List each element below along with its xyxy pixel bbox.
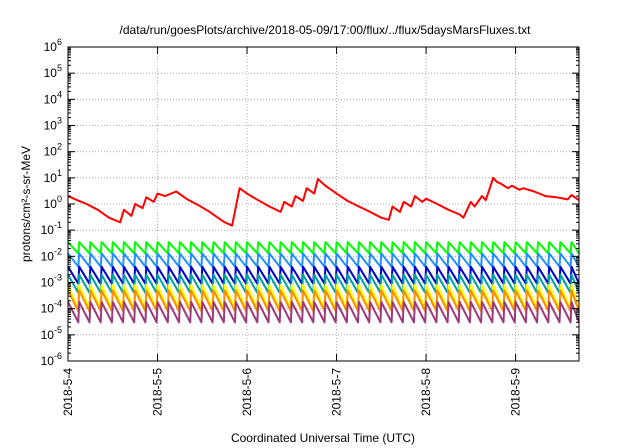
x-tick-label: 2018-5-8 xyxy=(419,368,433,416)
y-tick-label: 10-6 xyxy=(41,351,62,368)
y-tick-label: 104 xyxy=(44,89,62,106)
x-axis-ticks: 2018-5-4 2018-5-5 2018-5-6 2018-5-7 2018-5-8… xyxy=(61,47,523,416)
y-tick-label: 105 xyxy=(44,63,62,80)
y-tick-label: 103 xyxy=(44,116,62,133)
y-tick-label: 10-5 xyxy=(41,325,62,342)
y-axis-ticks: 106 105 104 103 102 101 100 10-1 10-2 10-3 10-4 10-… xyxy=(41,37,579,368)
chart-title: /data/run/goesPlots/archive/2018-05-09/1… xyxy=(120,23,532,37)
x-axis-label: Coordinated Universal Time (UTC) xyxy=(231,431,415,445)
y-axis-label: protons/cm²-s-sr-MeV xyxy=(19,146,33,262)
series-layer xyxy=(67,176,580,324)
series-line xyxy=(67,265,580,285)
y-tick-label: 10-3 xyxy=(41,273,62,290)
series-line xyxy=(67,176,580,227)
y-tick-label: 102 xyxy=(44,142,62,159)
x-tick-label: 2018-5-9 xyxy=(509,368,523,416)
series-line xyxy=(67,252,580,268)
y-tick-label: 10-4 xyxy=(41,299,62,316)
series-line xyxy=(67,241,580,255)
y-tick-label: 10-2 xyxy=(41,246,62,263)
y-tick-label: 101 xyxy=(44,168,62,185)
series-line xyxy=(67,301,580,324)
x-tick-label: 2018-5-7 xyxy=(330,368,344,416)
x-tick-label: 2018-5-5 xyxy=(151,368,165,416)
y-tick-label: 106 xyxy=(44,37,62,54)
y-tick-label: 100 xyxy=(44,194,62,211)
x-tick-label: 2018-5-4 xyxy=(61,368,75,416)
y-tick-label: 10-1 xyxy=(41,220,62,237)
x-tick-label: 2018-5-6 xyxy=(240,368,254,416)
